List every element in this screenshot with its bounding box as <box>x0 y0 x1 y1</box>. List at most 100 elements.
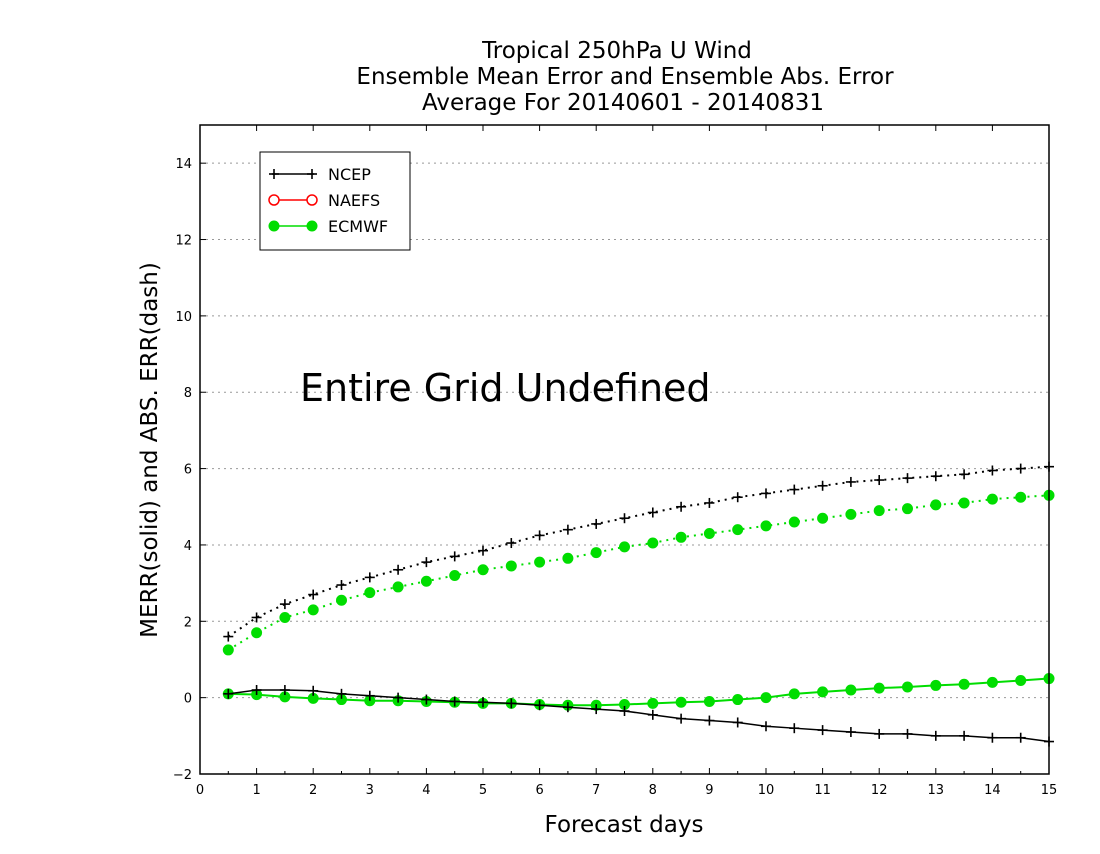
ncep-abs_err-point <box>1015 463 1026 474</box>
ncep-abs_err-point <box>902 473 913 484</box>
ecmwf-abs_err-point <box>392 581 404 593</box>
ncep-merr-point <box>817 725 828 736</box>
legend-marker <box>306 220 318 232</box>
legend-marker <box>268 194 280 206</box>
x-tick-label: 6 <box>535 783 543 798</box>
ecmwf-merr-line <box>228 677 1050 707</box>
ecmwf-merr-point <box>703 695 715 707</box>
legend-marker <box>306 194 318 206</box>
ecmwf-abs_err-point <box>590 547 602 559</box>
x-tick-label: 9 <box>705 783 713 798</box>
ncep-merr-point <box>647 709 658 720</box>
legend-marker <box>268 220 280 232</box>
ncep-abs_err-point <box>817 480 828 491</box>
ncep-abs_err-point <box>421 557 432 568</box>
ncep-abs_err-point <box>478 545 488 556</box>
ncep-merr-point <box>1015 732 1026 743</box>
ecmwf-abs_err-point <box>307 604 319 616</box>
ncep-merr-point <box>421 694 432 705</box>
ecmwf-abs_err-point <box>930 499 942 511</box>
ncep-merr-point <box>789 723 800 734</box>
ecmwf-merr-point <box>902 681 913 693</box>
ecmwf-abs_err-point <box>873 505 885 517</box>
ncep-merr-point <box>845 727 856 738</box>
ecmwf-merr-point <box>986 676 998 688</box>
x-tick-label: 13 <box>928 783 945 798</box>
ncep-abs_err-point <box>930 471 941 482</box>
x-tick-label: 10 <box>758 783 775 798</box>
ncep-abs_err-point <box>562 524 573 535</box>
y-tick-label: −2 <box>173 768 192 783</box>
legend-marker <box>269 169 279 179</box>
ecmwf-abs_err-point <box>336 594 347 606</box>
ecmwf-abs_err-point <box>703 527 715 539</box>
ecmwf-merr-point <box>788 688 800 700</box>
plot-frame <box>199 124 1050 775</box>
ncep-abs_err-point <box>336 580 347 591</box>
ncep-merr-point <box>223 688 234 699</box>
ecmwf-merr-point <box>817 686 829 698</box>
ncep-merr-point <box>506 698 517 709</box>
ncep-merr-point <box>619 706 630 717</box>
legend-box <box>259 151 411 251</box>
grid-lines <box>200 162 1049 775</box>
ecmwf-abs_err-point <box>986 493 998 505</box>
y-tick-label: 6 <box>184 463 192 478</box>
x-tick-label: 3 <box>366 783 374 798</box>
ncep-abs_err-point <box>393 564 404 575</box>
ncep-merr-point <box>251 685 262 696</box>
ncep-abs_err-point <box>789 484 800 495</box>
ncep-merr-point <box>393 692 404 703</box>
ecmwf-merr-point <box>732 694 744 706</box>
ecmwf-merr-point <box>760 692 772 704</box>
ncep-merr-point <box>959 730 970 741</box>
ncep-merr-point <box>336 688 347 699</box>
x-tick-label: 7 <box>592 783 600 798</box>
ncep-abs_err-point <box>704 497 715 508</box>
x-tick-label: 15 <box>1041 783 1058 798</box>
ecmwf-abs_err-point <box>1015 491 1027 503</box>
x-tick-label: 5 <box>479 783 487 798</box>
ncep-merr-point <box>676 713 687 724</box>
legend-item-naefs: NAEFS <box>268 191 380 210</box>
series-ecmwf <box>222 489 1055 711</box>
x-tick-label: 8 <box>649 783 657 798</box>
y-axis-title: MERR(solid) and ABS. ERR(dash) <box>137 262 163 638</box>
ecmwf-abs_err-point <box>477 564 489 576</box>
ncep-merr-point <box>591 704 602 715</box>
x-tick-label: 0 <box>196 783 204 798</box>
y-tick-label: 0 <box>184 692 192 707</box>
ncep-abs_err-point <box>506 538 517 549</box>
y-tick-label: 10 <box>175 310 192 325</box>
ncep-merr-point <box>704 715 715 726</box>
ecmwf-merr-point <box>647 697 659 709</box>
ecmwf-abs_err-point <box>788 516 800 528</box>
x-tick-label: 1 <box>252 783 260 798</box>
series-ncep <box>223 461 1054 747</box>
ncep-abs_err-point <box>647 507 658 518</box>
ncep-abs_err-point <box>534 530 545 541</box>
ecmwf-abs_err-point <box>845 508 857 520</box>
legend-label: NCEP <box>328 165 371 184</box>
ncep-abs_err-point <box>308 589 319 600</box>
ncep-merr-point <box>902 728 913 739</box>
legend-item-ecmwf: ECMWF <box>268 217 388 236</box>
ncep-abs_err-point <box>449 551 460 562</box>
x-tick-label: 4 <box>422 783 430 798</box>
ecmwf-abs_err-point <box>534 556 546 568</box>
ecmwf-abs_err-point <box>619 541 630 553</box>
ncep-merr-point <box>930 730 941 741</box>
ecmwf-abs_err-point <box>817 512 829 524</box>
ncep-merr-point <box>987 732 998 743</box>
ncep-abs_err-line <box>227 465 1050 638</box>
ecmwf-abs_err-point <box>449 569 461 581</box>
ecmwf-abs_err-point <box>562 552 574 564</box>
y-tick-label: 8 <box>184 386 192 401</box>
ncep-abs_err-point <box>845 476 856 487</box>
ecmwf-abs_err-point <box>902 503 913 515</box>
ecmwf-merr-point <box>930 679 942 691</box>
ecmwf-merr-point <box>873 682 885 694</box>
y-tick-label: 2 <box>184 615 192 630</box>
ecmwf-abs_err-point <box>505 560 517 572</box>
